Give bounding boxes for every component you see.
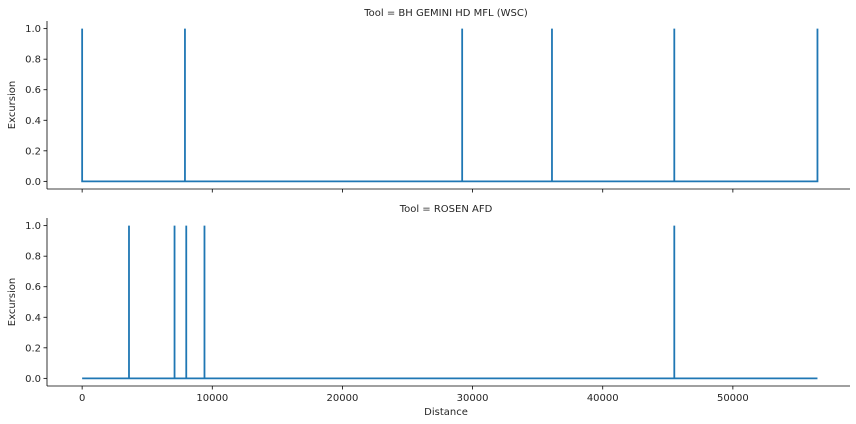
x-tick-label: 30000 (457, 393, 489, 404)
panel-title: Tool = ROSEN AFD (399, 204, 493, 215)
y-axis-label: Excursion (7, 278, 18, 326)
series-line (81, 28, 819, 183)
panel-bh-gemini: Tool = BH GEMINI HD MFL (WSC) Excursion … (7, 8, 850, 193)
panel-rosen-afd: Tool = ROSEN AFD Excursion 0.00.20.40.60… (7, 204, 850, 404)
x-ticks (81, 189, 734, 193)
y-tick-label: 0.2 (25, 146, 41, 157)
y-axis-label: Excursion (7, 81, 18, 129)
y-tick-label: 0.4 (25, 116, 41, 127)
x-tick-label: 40000 (587, 393, 619, 404)
panel-title: Tool = BH GEMINI HD MFL (WSC) (363, 8, 528, 19)
y-tick-label: 1.0 (25, 221, 41, 232)
y-tick-label: 0.6 (25, 85, 41, 96)
y-tick-label: 0.6 (25, 282, 41, 293)
y-tick-label: 0.4 (25, 313, 41, 324)
x-tick-label: 10000 (196, 393, 228, 404)
y-tick-label: 1.0 (25, 24, 41, 35)
y-tick-label: 0.8 (25, 252, 41, 263)
x-tick-label: 50000 (717, 393, 749, 404)
y-tick-label: 0.2 (25, 343, 41, 354)
y-ticks: 0.0 0.2 0.4 0.6 0.8 1.0 (25, 221, 47, 385)
x-tick-label: 20000 (327, 393, 359, 404)
y-tick-label: 0.8 (25, 55, 41, 66)
y-tick-label: 0.0 (25, 374, 41, 385)
x-ticks: 0 10000 20000 30000 40000 50000 (79, 386, 749, 404)
series-line (82, 225, 818, 380)
y-ticks: 0.0 0.2 0.4 0.6 0.8 1.0 (25, 24, 47, 188)
y-tick-label: 0.0 (25, 177, 41, 188)
x-axis-label: Distance (424, 407, 468, 418)
x-tick-label: 0 (79, 393, 85, 404)
